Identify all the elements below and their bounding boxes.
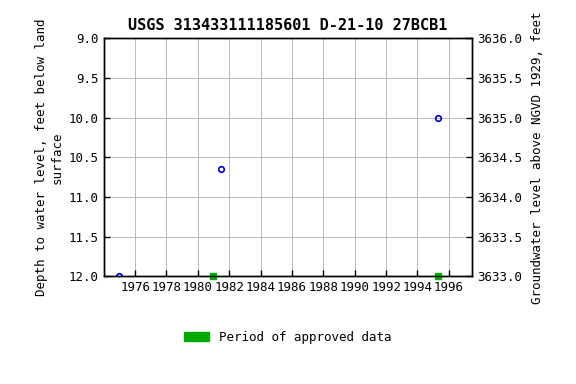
Title: USGS 313433111185601 D-21-10 27BCB1: USGS 313433111185601 D-21-10 27BCB1 xyxy=(128,18,448,33)
Legend: Period of approved data: Period of approved data xyxy=(179,326,397,349)
Y-axis label: Groundwater level above NGVD 1929, feet: Groundwater level above NGVD 1929, feet xyxy=(530,11,544,304)
Y-axis label: Depth to water level, feet below land
surface: Depth to water level, feet below land su… xyxy=(35,19,63,296)
